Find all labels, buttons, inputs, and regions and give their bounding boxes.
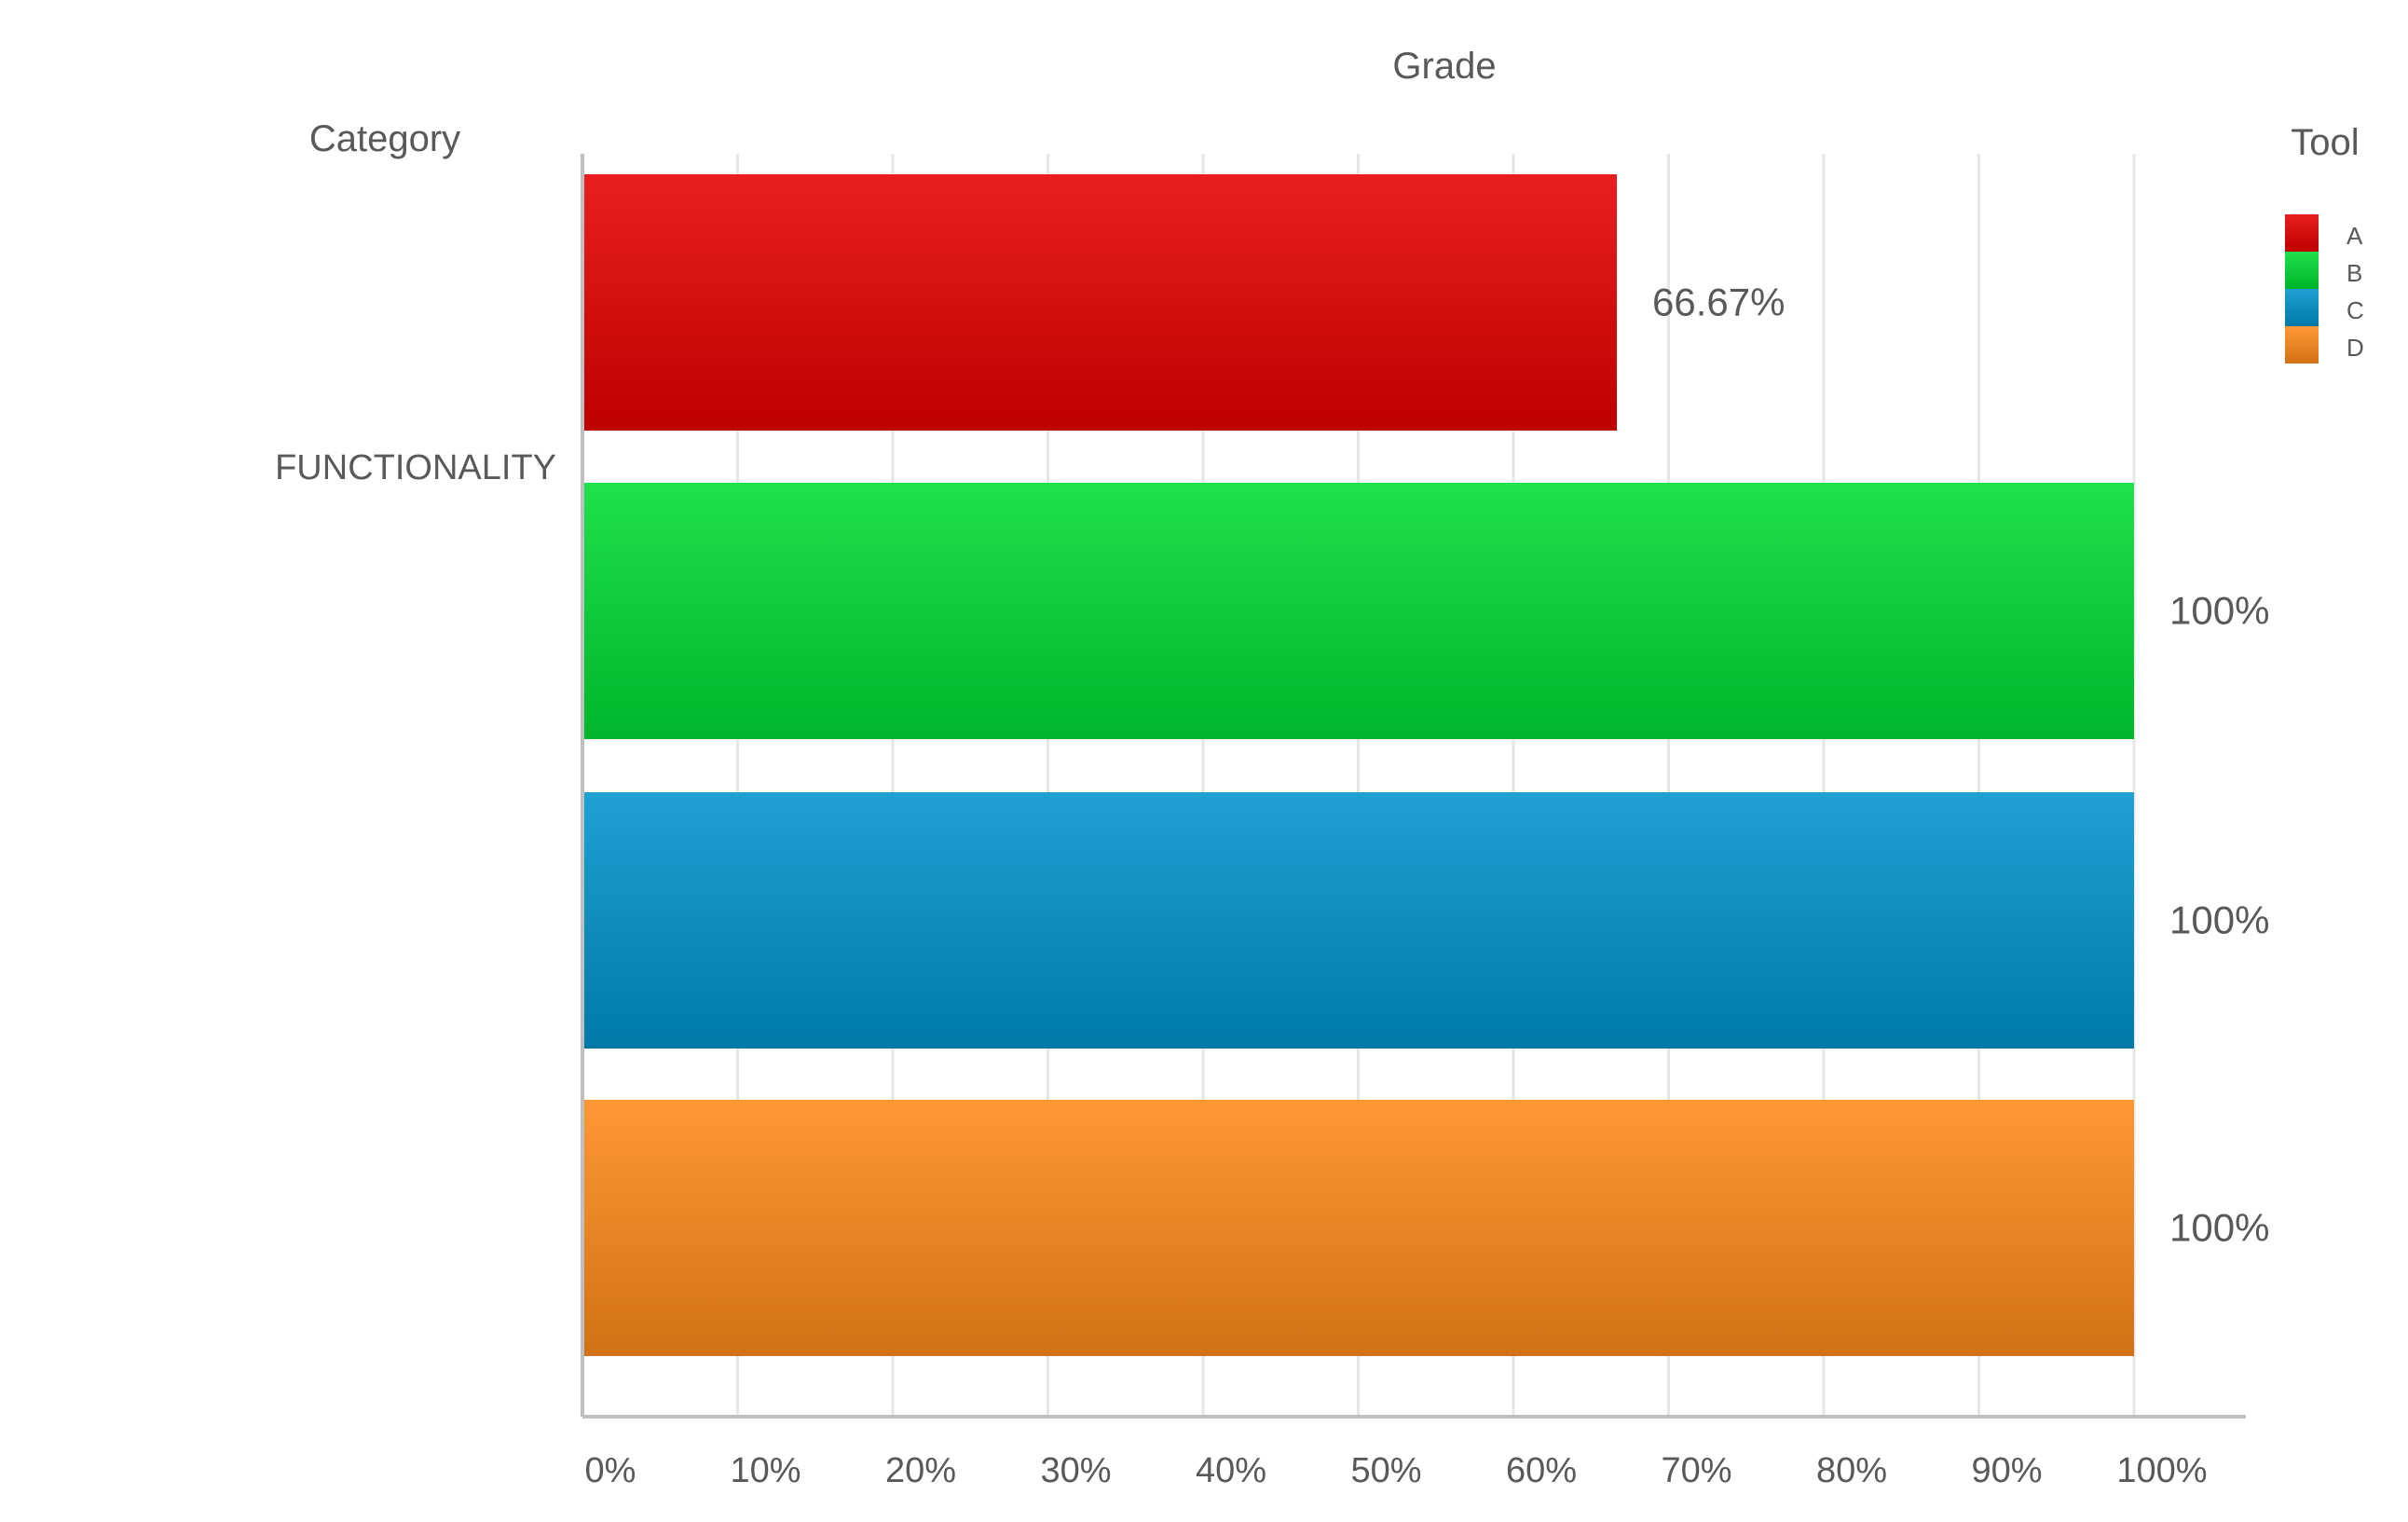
bar-b	[582, 483, 2134, 739]
chart-title: Grade	[1392, 46, 1496, 87]
bars	[582, 174, 2134, 1356]
legend-swatch-c	[2285, 289, 2319, 326]
bar-value-label-c: 100%	[2169, 898, 2269, 942]
bar-value-label-d: 100%	[2169, 1206, 2269, 1250]
axes	[581, 154, 2246, 1419]
bar-c	[582, 792, 2134, 1049]
x-tick-label: 90%	[1971, 1451, 2042, 1490]
bar-d	[582, 1100, 2134, 1356]
legend-title: Tool	[2291, 122, 2359, 163]
legend-swatch-b	[2285, 252, 2319, 289]
x-tick-label: 100%	[2116, 1451, 2207, 1490]
legend-label-d: D	[2346, 334, 2364, 362]
x-tick-label: 70%	[1661, 1451, 1731, 1490]
x-tick-labels: 0% 10% 20% 30% 40% 50% 60% 70% 80% 90% 100%	[585, 1451, 2208, 1490]
bar-labels: 66.67% 100% 100% 100%	[1652, 281, 2269, 1250]
x-tick-label: 10%	[730, 1451, 800, 1490]
x-tick-label: 20%	[885, 1451, 956, 1490]
y-axis-title: Category	[309, 118, 460, 159]
legend-label-c: C	[2346, 296, 2364, 324]
legend-label-b: B	[2346, 259, 2362, 287]
x-tick-label: 50%	[1350, 1451, 1421, 1490]
legend-swatch-a	[2285, 214, 2319, 252]
x-tick-label: 60%	[1506, 1451, 1577, 1490]
legend-label-a: A	[2346, 222, 2363, 250]
x-tick-label: 30%	[1040, 1451, 1111, 1490]
bar-value-label-b: 100%	[2169, 589, 2269, 633]
legend-swatch-d	[2285, 326, 2319, 363]
category-label: FUNCTIONALITY	[275, 448, 556, 487]
x-tick-label: 40%	[1196, 1451, 1266, 1490]
bar-a	[582, 174, 1618, 431]
x-tick-label: 0%	[585, 1451, 636, 1490]
x-tick-label: 80%	[1816, 1451, 1887, 1490]
bar-value-label-a: 66.67%	[1652, 281, 1785, 324]
